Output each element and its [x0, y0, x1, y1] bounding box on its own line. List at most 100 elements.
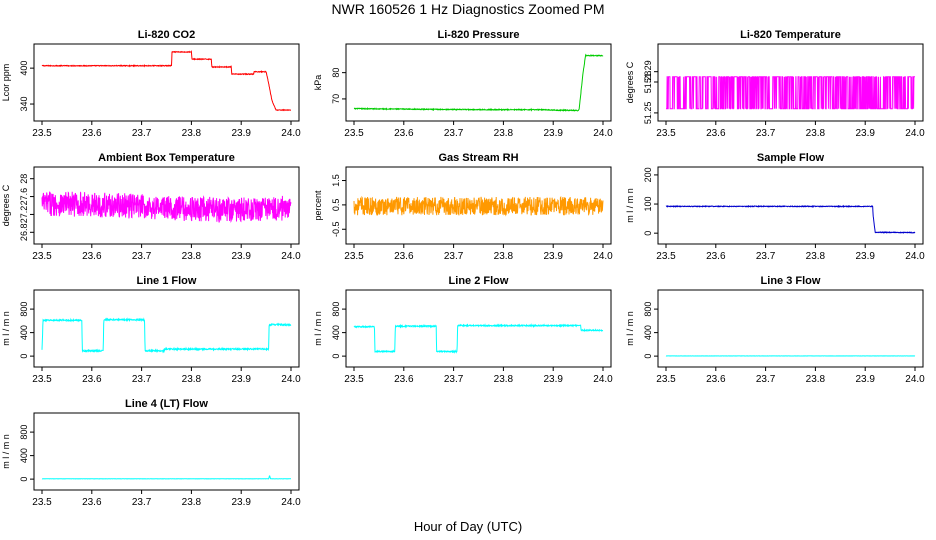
chart-panel: Gas Stream RH 23.5 23.6 23.7 23.8 23.9 24.0 -0.…	[313, 152, 613, 262]
series-line	[353, 323, 604, 354]
chart-title: Li-820 Pressure	[438, 29, 520, 41]
x-tick-label: 23.7	[756, 128, 776, 139]
x-tick-label: 24.0	[281, 251, 301, 262]
x-tick-label: 23.9	[231, 497, 251, 508]
y-tick-label: 400	[19, 325, 29, 340]
y-axis-label: Lcor ppm	[1, 64, 11, 102]
y-tick-label: 100	[643, 197, 653, 212]
y-tick-label: 400	[643, 325, 653, 340]
y-tick-label: 0	[643, 354, 653, 359]
x-tick-label: 23.9	[231, 374, 251, 385]
x-tick-label: 23.9	[855, 374, 875, 385]
chart-panel: Ambient Box Temperature 23.5 23.6 23.7 23.8 2…	[1, 152, 301, 262]
chart-title: Li-820 CO2	[138, 29, 195, 41]
chart-title: Sample Flow	[757, 152, 825, 164]
x-tick-label: 23.7	[132, 374, 152, 385]
chart-panel: Li-820 Temperature 23.5 23.6 23.7 23.8 23.9 24…	[625, 29, 925, 139]
plot-box	[33, 412, 300, 491]
series-line	[353, 53, 604, 112]
x-tick-label: 23.9	[543, 251, 563, 262]
x-tick-label: 23.7	[132, 497, 152, 508]
x-tick-label: 23.6	[706, 374, 726, 385]
plot-box	[33, 43, 300, 122]
y-tick-label: 51.29	[643, 60, 653, 83]
chart-panel: Line 2 Flow 23.5 23.6 23.7 23.8 23.9 24.0 0 400 8…	[313, 275, 613, 385]
chart-panels: Li-820 CO2 23.5 23.6 23.7 23.8 23.9 24.0 340 400…	[1, 29, 925, 508]
x-tick-label: 23.5	[344, 374, 364, 385]
y-tick-label: 80	[331, 68, 341, 78]
x-tick-label: 23.5	[32, 128, 52, 139]
x-tick-label: 23.6	[82, 128, 102, 139]
figure-title: NWR 160526 1 Hz Diagnostics Zoomed PM	[331, 1, 604, 17]
plot-box	[657, 43, 924, 122]
x-tick-label: 23.5	[656, 128, 676, 139]
plot-box	[33, 166, 300, 245]
x-tick-label: 24.0	[281, 497, 301, 508]
chart-title: Line 2 Flow	[449, 275, 509, 287]
x-tick-label: 24.0	[593, 128, 613, 139]
y-tick-label: 0	[19, 354, 29, 359]
y-tick-label: 51.25	[643, 102, 653, 125]
x-axis-title: Hour of Day (UTC)	[414, 519, 522, 534]
y-tick-label: 800	[19, 302, 29, 317]
x-tick-label: 23.9	[231, 128, 251, 139]
x-tick-label: 23.7	[444, 251, 464, 262]
y-axis-label: m l / m n	[1, 311, 11, 346]
chart-title: Ambient Box Temperature	[98, 152, 235, 164]
y-tick-label: 200	[643, 167, 653, 182]
chart-panel: Li-820 Pressure 23.5 23.6 23.7 23.8 23.9 24.0 7…	[313, 29, 613, 139]
x-tick-label: 23.6	[394, 128, 414, 139]
series-line	[666, 76, 915, 110]
series-line	[41, 191, 292, 223]
x-tick-label: 23.7	[756, 251, 776, 262]
x-tick-label: 23.7	[132, 128, 152, 139]
y-tick-label: 800	[331, 302, 341, 317]
plot-box	[657, 289, 924, 368]
x-tick-label: 23.9	[543, 128, 563, 139]
x-tick-label: 23.6	[394, 374, 414, 385]
y-tick-label: 400	[19, 448, 29, 463]
x-tick-label: 23.5	[344, 251, 364, 262]
x-tick-label: 24.0	[905, 251, 925, 262]
y-tick-label: 27.2	[19, 206, 29, 224]
chart-panel: Line 1 Flow 23.5 23.6 23.7 23.8 23.9 24.0 0 400 8…	[1, 275, 301, 385]
y-tick-label: 0.5	[331, 199, 341, 212]
y-tick-label: 0	[643, 231, 653, 236]
plot-box	[345, 289, 612, 368]
series-line	[665, 204, 916, 234]
x-tick-label: 23.7	[444, 374, 464, 385]
series-line	[353, 195, 604, 217]
y-axis-label: m l / m n	[625, 311, 635, 346]
plot-box	[33, 289, 300, 368]
x-tick-label: 23.5	[32, 374, 52, 385]
x-tick-label: 23.9	[543, 374, 563, 385]
x-tick-label: 23.8	[182, 374, 202, 385]
x-tick-label: 24.0	[281, 128, 301, 139]
x-tick-label: 23.9	[855, 128, 875, 139]
x-tick-label: 24.0	[281, 374, 301, 385]
y-tick-label: 26.8	[19, 224, 29, 242]
y-tick-label: -0.5	[331, 221, 341, 237]
y-tick-label: 1.5	[331, 174, 341, 187]
chart-panel: Line 3 Flow 23.5 23.6 23.7 23.8 23.9 24.0 0 400 8…	[625, 275, 925, 385]
y-tick-label: 70	[331, 94, 341, 104]
x-tick-label: 23.8	[806, 374, 826, 385]
x-tick-label: 23.8	[494, 374, 514, 385]
plot-box	[345, 43, 612, 122]
x-tick-label: 24.0	[593, 251, 613, 262]
y-axis-label: m l / m n	[1, 434, 11, 469]
y-axis-label: degrees C	[625, 61, 635, 103]
x-tick-label: 23.8	[806, 251, 826, 262]
x-tick-label: 23.6	[706, 128, 726, 139]
x-tick-label: 23.8	[494, 251, 514, 262]
y-tick-label: 51.28	[643, 71, 653, 94]
chart-title: Line 4 (LT) Flow	[125, 398, 208, 410]
x-tick-label: 23.5	[656, 251, 676, 262]
x-tick-label: 23.8	[806, 128, 826, 139]
y-axis-label: kPa	[313, 75, 323, 91]
x-tick-label: 23.9	[231, 251, 251, 262]
y-tick-label: 340	[19, 97, 29, 112]
series-line	[41, 475, 291, 480]
x-tick-label: 24.0	[905, 128, 925, 139]
